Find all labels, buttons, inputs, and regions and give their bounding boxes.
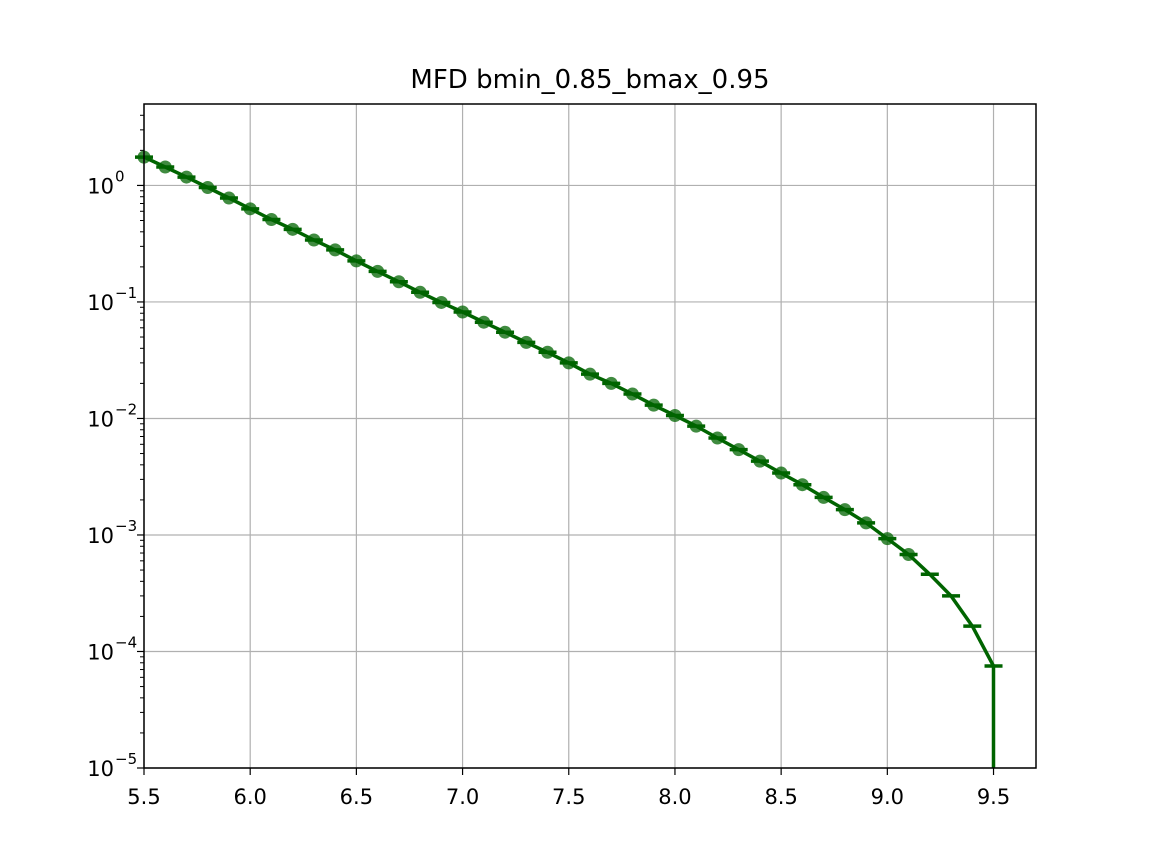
y-tick-label: 10 bbox=[87, 407, 114, 431]
y-tick-exponent: −1 bbox=[115, 284, 137, 302]
y-tick-exponent: −5 bbox=[115, 750, 137, 768]
y-tick-label: 10 bbox=[87, 757, 114, 781]
x-tick-label: 5.5 bbox=[127, 785, 160, 809]
x-tick-label: 9.5 bbox=[977, 785, 1010, 809]
chart-title: MFD bmin_0.85_bmax_0.95 bbox=[410, 65, 769, 95]
y-tick-exponent: −2 bbox=[115, 400, 137, 418]
x-tick-label: 8.0 bbox=[658, 785, 691, 809]
series-layer bbox=[135, 150, 1003, 768]
y-tick-label: 10 bbox=[87, 640, 114, 664]
grid bbox=[143, 104, 1036, 769]
x-tick-label: 8.5 bbox=[764, 785, 797, 809]
x-tick-label: 9.0 bbox=[871, 785, 904, 809]
y-tick-exponent: −3 bbox=[115, 517, 137, 535]
x-axis: 5.5 6.0 6.5 7.0 7.5 8.0 8.5 9.0 9.5 bbox=[127, 768, 1010, 809]
plot-frame bbox=[143, 103, 1037, 769]
x-tick-label: 6.5 bbox=[340, 785, 373, 809]
x-tick-label: 7.0 bbox=[446, 785, 479, 809]
x-tick-label: 6.0 bbox=[233, 785, 266, 809]
y-tick-exponent: 0 bbox=[115, 167, 125, 185]
y-tick-label: 10 bbox=[87, 174, 114, 198]
y-tick-exponent: −4 bbox=[115, 633, 137, 651]
y-tick-label: 10 bbox=[87, 291, 114, 315]
y-tick-label: 10 bbox=[87, 524, 114, 548]
x-tick-label: 7.5 bbox=[552, 785, 585, 809]
